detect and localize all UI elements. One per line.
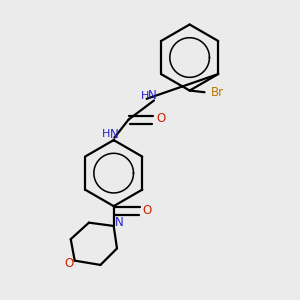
- Text: Br: Br: [210, 86, 224, 99]
- Text: O: O: [156, 112, 165, 125]
- Text: O: O: [64, 257, 74, 270]
- Text: N: N: [148, 89, 157, 102]
- Text: N: N: [110, 128, 119, 141]
- Text: H: H: [102, 129, 111, 139]
- Text: H: H: [140, 91, 149, 100]
- Text: O: O: [143, 204, 152, 217]
- Text: N: N: [115, 216, 124, 229]
